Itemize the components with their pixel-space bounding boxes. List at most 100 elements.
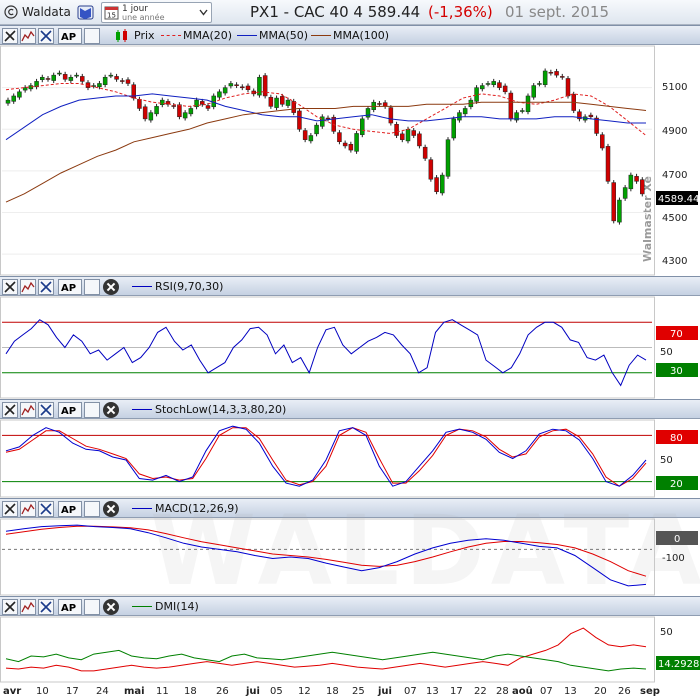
x-tick-label: sep <box>640 686 660 697</box>
candle-up <box>617 199 622 223</box>
candle-down <box>291 101 296 113</box>
rsi-level-label: 70 <box>670 329 683 340</box>
candle-down <box>200 101 205 105</box>
candle-down <box>417 133 422 147</box>
candle-up <box>365 108 371 118</box>
candle-down <box>594 117 599 134</box>
chart-style-icon[interactable] <box>20 28 36 44</box>
x-tick-label: 13 <box>564 686 577 697</box>
dmi-minus-line <box>5 627 647 672</box>
ap-tool-icon[interactable]: AP <box>58 402 82 418</box>
calendar-icon: 15 <box>104 6 119 20</box>
legend-mma50: MMA(50) <box>259 29 309 42</box>
x-tick-label: jui <box>245 686 260 697</box>
blank-box-icon[interactable] <box>84 28 100 44</box>
blank-box-icon[interactable] <box>84 279 100 295</box>
ap-tool-icon[interactable]: AP <box>58 279 82 295</box>
candle-down <box>262 75 268 97</box>
candle-up <box>154 106 159 115</box>
x-tick-label: 05 <box>270 686 283 697</box>
legend-price: Prix <box>134 29 155 42</box>
close-panel-icon[interactable] <box>103 599 119 615</box>
x-tick-label: 07 <box>404 686 417 697</box>
close-panel-icon[interactable] <box>103 501 119 517</box>
book-icon[interactable] <box>76 3 95 22</box>
candle-down <box>302 130 308 140</box>
candle-down <box>611 182 616 222</box>
legend-rsi: RSI(9,70,30) <box>155 280 224 293</box>
candle-up <box>520 110 525 112</box>
candle-down <box>240 86 245 89</box>
candle-up <box>97 83 102 88</box>
drawing-tools-icon[interactable] <box>38 501 54 517</box>
close-panel-icon[interactable] <box>103 402 119 418</box>
macd-line <box>5 524 647 587</box>
x-tick-label: 24 <box>96 686 109 697</box>
candle-up <box>314 124 319 135</box>
chart-style-icon[interactable] <box>20 599 36 615</box>
drawing-tools-icon[interactable] <box>38 28 54 44</box>
legend-macd: MACD(12,26,9) <box>155 502 239 515</box>
candle-up <box>102 76 108 85</box>
price-panel-frame <box>0 45 655 276</box>
tools-icon[interactable] <box>2 501 18 517</box>
candle-up <box>68 76 74 81</box>
chevron-down-icon[interactable] <box>199 8 208 17</box>
blank-box-icon[interactable] <box>84 501 100 517</box>
macd-panel-frame <box>0 518 655 596</box>
tools-icon[interactable] <box>2 599 18 615</box>
candle-down <box>342 142 348 147</box>
x-tick-label: 13 <box>426 686 439 697</box>
tools-icon[interactable] <box>2 279 18 295</box>
candle-down <box>62 74 68 80</box>
candle-down <box>165 101 171 105</box>
candle-up <box>285 99 291 106</box>
candle-up <box>51 74 56 81</box>
tools-icon[interactable] <box>2 402 18 418</box>
macd-zero-badge <box>656 531 698 545</box>
chart-style-icon[interactable] <box>20 501 36 517</box>
candle-up <box>217 91 222 98</box>
x-tick-label: 25 <box>352 686 365 697</box>
drawing-tools-icon[interactable] <box>38 402 54 418</box>
candle-down <box>337 132 342 143</box>
candle-up <box>537 83 542 85</box>
x-tick-label: 11 <box>156 686 169 697</box>
candle-down <box>245 85 251 90</box>
candlestick-icon <box>116 29 127 42</box>
tools-icon[interactable] <box>2 28 18 44</box>
chart-style-icon[interactable] <box>20 279 36 295</box>
x-tick-label: 10 <box>36 686 49 697</box>
candle-up <box>148 112 154 121</box>
candle-up <box>274 97 279 108</box>
ap-tool-icon[interactable]: AP <box>58 599 82 615</box>
candle-up <box>5 99 11 104</box>
ap-tool-icon[interactable]: AP <box>58 28 82 44</box>
candle-up <box>628 174 634 190</box>
x-tick-label: 28 <box>496 686 509 697</box>
period-range: une année <box>122 13 165 22</box>
ap-tool-icon[interactable]: AP <box>58 501 82 517</box>
candle-down <box>497 82 502 88</box>
blank-box-icon[interactable] <box>84 599 100 615</box>
stoch-panel-frame <box>0 419 655 498</box>
chart-style-icon[interactable] <box>20 402 36 418</box>
drawing-tools-icon[interactable] <box>38 279 54 295</box>
blank-box-icon[interactable] <box>84 402 100 418</box>
period-selector[interactable]: 15 1 jour une année <box>101 2 212 23</box>
title-bar: Waldata 15 1 jour une année PX1 - CAC 40… <box>0 0 700 25</box>
candle-down <box>388 107 394 124</box>
svg-text:AP: AP <box>61 32 76 43</box>
drawing-tools-icon[interactable] <box>38 599 54 615</box>
macd-level-label: 0 <box>674 534 680 545</box>
rsi-level-30-badge <box>656 363 698 377</box>
candle-up <box>405 129 411 142</box>
svg-text:AP: AP <box>61 406 76 417</box>
close-panel-icon[interactable] <box>103 279 119 295</box>
candle-up <box>525 95 531 113</box>
x-axis: avr 10 17 24 mai 11 18 26 jui 05 12 18 25 jui 07 13 17 22… <box>3 685 660 697</box>
macd-panel-toolbar: AP MACD(12,26,9) <box>0 498 700 518</box>
legend-mma100-line <box>311 35 331 36</box>
candle-up <box>542 70 548 85</box>
candle-up <box>354 133 359 152</box>
